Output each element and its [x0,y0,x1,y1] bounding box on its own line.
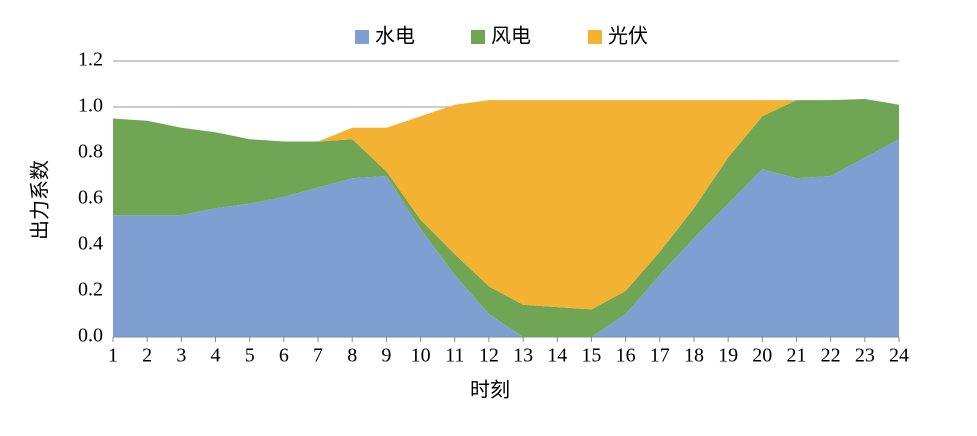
legend-swatch [355,30,369,44]
x-tick-label: 6 [279,345,289,367]
x-tick-label: 17 [650,345,670,367]
x-tick-label: 1 [108,345,118,367]
x-tick-label: 10 [411,345,431,367]
y-tick-label: 0.4 [78,233,103,255]
y-axis-label: 出力系数 [29,160,52,240]
x-tick-label: 20 [752,345,772,367]
legend-swatch [588,30,602,44]
x-tick-label: 2 [142,345,152,367]
x-tick-label: 13 [513,345,533,367]
legend-label: 风电 [491,25,531,48]
legend-label: 水电 [375,25,415,48]
x-tick-label: 19 [718,345,738,367]
y-tick-label: 1.0 [78,95,103,117]
area [113,98,899,310]
legend-swatch [471,30,485,44]
y-tick-label: 0.8 [78,141,103,163]
y-tick-label: 0.0 [78,325,103,347]
x-tick-label: 5 [245,345,255,367]
x-tick-label: 3 [176,345,186,367]
y-tick-label: 0.6 [78,187,103,209]
x-tick-label: 21 [786,345,806,367]
x-tick-label: 8 [347,345,357,367]
x-tick-label: 9 [381,345,391,367]
x-tick-label: 4 [211,345,221,367]
x-tick-label: 16 [616,345,636,367]
x-tick-label: 15 [581,345,601,367]
areas [113,98,899,337]
labels: 0.00.20.40.60.81.01.21 2 3 4 5 6 7 8 9 10 11 12 13 14… [78,25,909,367]
x-tick-label: 12 [479,345,499,367]
x-tick-label: 18 [684,345,704,367]
x-axis-label: 时刻 [470,379,510,402]
legend-label: 光伏 [608,25,648,48]
y-tick-label: 1.2 [78,49,103,71]
area [113,98,899,337]
x-tick-label: 23 [855,345,875,367]
x-tick-label: 7 [313,345,323,367]
area [113,139,899,337]
x-tick-label: 22 [821,345,841,367]
x-tick-label: 14 [547,345,567,367]
x-tick-label: 24 [889,345,909,367]
y-tick-label: 0.2 [78,279,103,301]
x-tick-label: 11 [445,345,464,367]
